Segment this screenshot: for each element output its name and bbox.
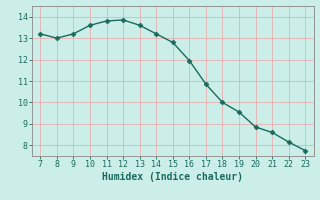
- X-axis label: Humidex (Indice chaleur): Humidex (Indice chaleur): [102, 172, 243, 182]
